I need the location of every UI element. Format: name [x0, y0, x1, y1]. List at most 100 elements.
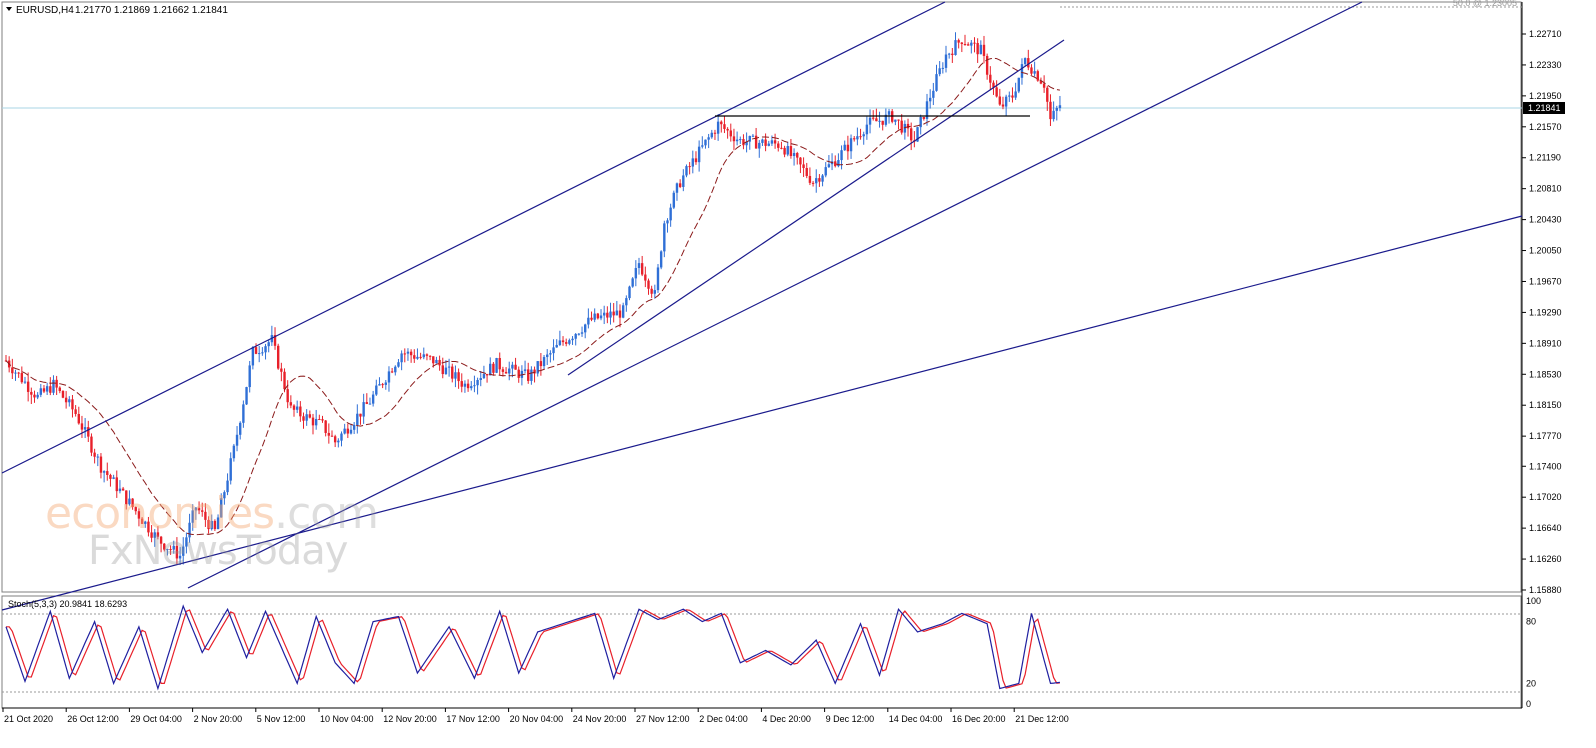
candle-body [87, 427, 90, 437]
candle-body [555, 344, 558, 348]
candle-body [669, 207, 672, 221]
candle-body [403, 353, 406, 355]
price-tick-label: 1.15880 [1529, 585, 1562, 595]
candle-body [1014, 91, 1017, 98]
candle-body [45, 386, 49, 392]
candle-body [672, 192, 676, 208]
candle-body [289, 402, 293, 406]
mid-channel-trendline[interactable] [187, 1, 1363, 589]
candle-body [868, 117, 872, 125]
candle-body [454, 372, 457, 379]
candle-body [751, 135, 755, 137]
price-tick-label: 1.16260 [1529, 554, 1562, 564]
candle-body [482, 373, 486, 379]
candle-body [68, 399, 71, 403]
candle-body [1039, 80, 1043, 84]
candle-body [479, 378, 482, 380]
candle-body [495, 358, 498, 373]
candle-body [42, 388, 46, 392]
candle-body [147, 521, 150, 533]
candle-body [295, 406, 299, 410]
candle-body [1033, 71, 1036, 74]
candle-body [134, 507, 137, 512]
candle-body [900, 120, 903, 133]
candle-body [808, 175, 812, 183]
candle-body [805, 168, 808, 176]
candle-body [533, 369, 536, 374]
candle-body [514, 364, 517, 370]
upper-channel-trendline[interactable] [1, 1, 946, 474]
trendlines[interactable] [1, 1, 1523, 611]
candle-body [909, 128, 913, 141]
time-axis: 21 Oct 2020 26 Oct 12:00 29 Oct 04:00 2 Nov… [2, 708, 1069, 724]
candle-body [989, 74, 992, 83]
candle-body [489, 363, 492, 376]
candle-body [568, 340, 571, 344]
candle-body [83, 427, 87, 430]
candle-body [840, 150, 843, 161]
candle-body [11, 367, 14, 374]
price-tick-label: 1.19670 [1529, 276, 1562, 286]
price-tick-label: 1.18150 [1529, 400, 1562, 410]
candle-body [362, 402, 365, 417]
steep-support-trendline[interactable] [567, 39, 1065, 376]
candle-body [349, 429, 353, 434]
candle-body [618, 310, 622, 318]
candle-body [128, 498, 131, 505]
candle-body [52, 379, 55, 393]
watermark-brand-name: economies [45, 488, 275, 539]
stoch-tick-label: 0 [1526, 699, 1531, 709]
stoch-tick-label: 100 [1526, 596, 1541, 606]
candle-body [729, 130, 732, 137]
candle-body [371, 394, 375, 404]
time-tick-label: 2 Dec 04:00 [699, 714, 748, 724]
candle-body [539, 361, 543, 367]
candle-body [666, 220, 669, 224]
long-support-trendline[interactable] [1, 215, 1523, 611]
candle-body [517, 369, 520, 378]
candle-body [30, 391, 33, 395]
candle-body [283, 371, 286, 390]
candle-body [606, 312, 609, 318]
candle-body [473, 385, 476, 387]
candle-body [210, 520, 213, 530]
candle-body [621, 305, 625, 318]
candle-body [979, 44, 983, 55]
candle-body [631, 278, 634, 287]
candle-body [118, 488, 122, 492]
candle-body [457, 372, 460, 382]
candle-body [976, 42, 979, 55]
candle-body [1055, 108, 1058, 111]
chart-menu-triangle-icon[interactable] [6, 7, 12, 11]
candle-body [944, 54, 948, 68]
candle-body [732, 136, 736, 142]
candle-body [846, 144, 850, 152]
candle-body [501, 369, 505, 372]
candle-body [561, 340, 565, 343]
candle-body [26, 381, 30, 392]
candle-body [1052, 110, 1055, 120]
candle-body [897, 119, 900, 121]
candle-body [802, 164, 805, 169]
price-tick-label: 1.18910 [1529, 338, 1562, 348]
candle-body [416, 356, 419, 359]
candle-body [220, 498, 223, 518]
candle-body [723, 124, 726, 129]
candle-body [375, 385, 378, 395]
candle-body [542, 357, 546, 367]
candle-body [498, 358, 501, 370]
candle-body [71, 399, 74, 410]
candle-body [248, 365, 251, 388]
candle-body [343, 428, 346, 434]
candle-body [188, 522, 191, 538]
time-tick-label: 2 Nov 20:00 [194, 714, 243, 724]
candle-body [438, 359, 441, 366]
price-tick-label: 1.21950 [1529, 91, 1562, 101]
candle-body [720, 121, 723, 125]
candle-body [960, 42, 964, 45]
candle-body [903, 123, 907, 133]
candle-body [599, 315, 603, 319]
time-tick-label: 17 Nov 12:00 [446, 714, 500, 724]
candle-body [878, 120, 881, 122]
